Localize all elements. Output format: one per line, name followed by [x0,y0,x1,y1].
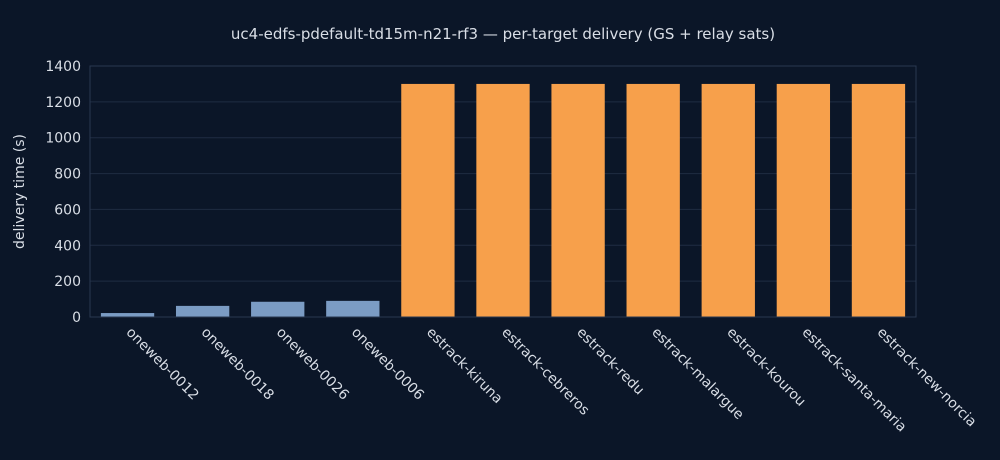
bar-estrack-kiruna [401,83,455,317]
bar-oneweb-0018 [175,305,230,317]
y-tick-label: 1400 [45,59,81,75]
bar-oneweb-0026 [251,301,305,317]
x-tick-label: oneweb-0006 [348,325,427,404]
bar-estrack-santa-maria [776,83,831,317]
x-tick-label: estrack-redu [573,325,647,399]
x-tick-label: estrack-kourou [723,325,808,410]
bar-estrack-cebreros [476,83,530,317]
bar-estrack-kourou [701,83,755,317]
y-tick-label: 600 [54,202,81,218]
x-tick-label: oneweb-0026 [273,325,352,404]
y-tick-label: 1000 [45,131,81,147]
chart-title: uc4-edfs-pdefault-td15m-n21-rf3 — per-ta… [231,25,775,43]
bar-oneweb-0012 [100,313,155,317]
y-tick-label: 800 [54,167,81,183]
x-tick-label: oneweb-0018 [198,325,277,404]
bar-estrack-new-norcia [851,83,906,317]
bar-estrack-redu [551,83,605,317]
y-tick-label: 200 [54,274,81,290]
y-tick-label: 400 [54,238,81,254]
y-axis-label: delivery time (s) [12,134,28,249]
y-tick-label: 0 [72,310,81,326]
x-axis-ticks: oneweb-0012oneweb-0018oneweb-0026oneweb-… [123,325,980,436]
y-tick-label: 1200 [45,95,81,111]
bar-oneweb-0006 [326,300,380,317]
y-axis-ticks: 0 200 400 600 800 1000 1200 1400 [45,59,81,326]
x-tick-label: oneweb-0012 [123,325,202,404]
bars [100,83,906,317]
plot-frame [89,65,917,318]
x-tick-label: estrack-kiruna [423,325,505,407]
bar-estrack-malargue [626,83,680,317]
